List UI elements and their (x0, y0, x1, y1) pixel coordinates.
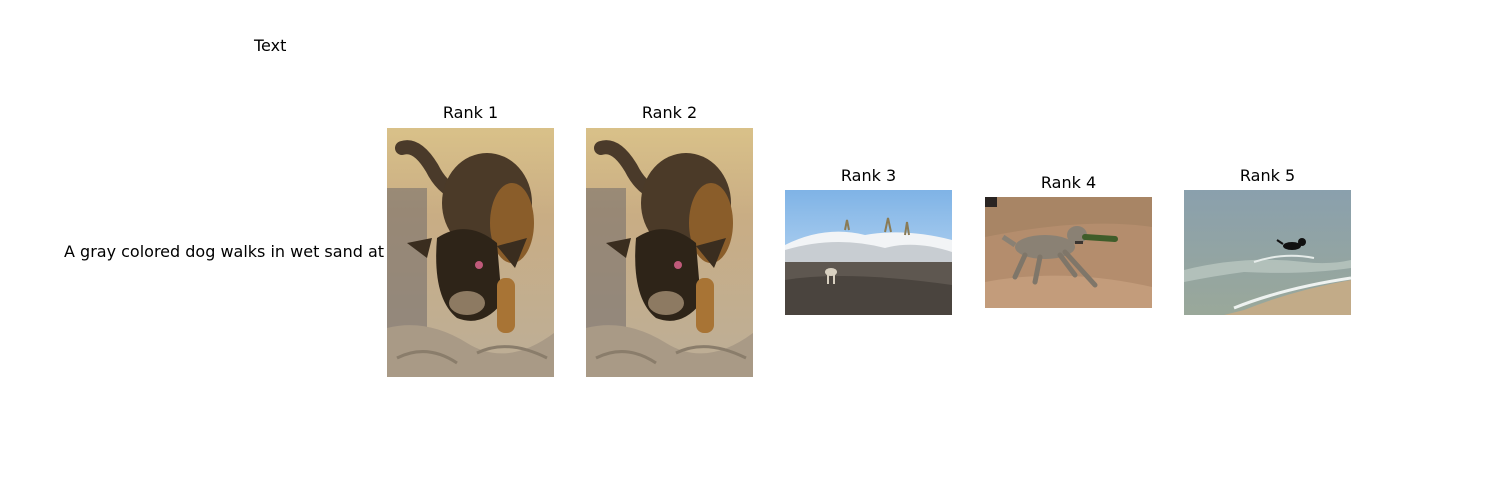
rank-3-image (785, 190, 952, 315)
rank-3-title: Rank 3 (840, 166, 897, 185)
black-dog-in-surf-photo (1184, 190, 1351, 315)
rank-4-title: Rank 4 (1040, 173, 1097, 192)
dog-on-snowy-dune-photo (785, 190, 952, 315)
rank-2-image (586, 128, 753, 377)
text-column-header: Text (254, 36, 287, 55)
rank-5-image (1184, 190, 1351, 315)
rank-5-title: Rank 5 (1239, 166, 1296, 185)
query-caption: A gray colored dog walks in wet sand at … (64, 242, 387, 261)
dog-digging-sand-photo (586, 128, 753, 377)
gray-dog-on-wet-sand-photo (985, 197, 1152, 308)
dog-digging-sand-photo (387, 128, 554, 377)
rank-1-image (387, 128, 554, 377)
rank-1-title: Rank 1 (442, 103, 499, 122)
rank-4-image (985, 197, 1152, 308)
rank-2-title: Rank 2 (641, 103, 698, 122)
